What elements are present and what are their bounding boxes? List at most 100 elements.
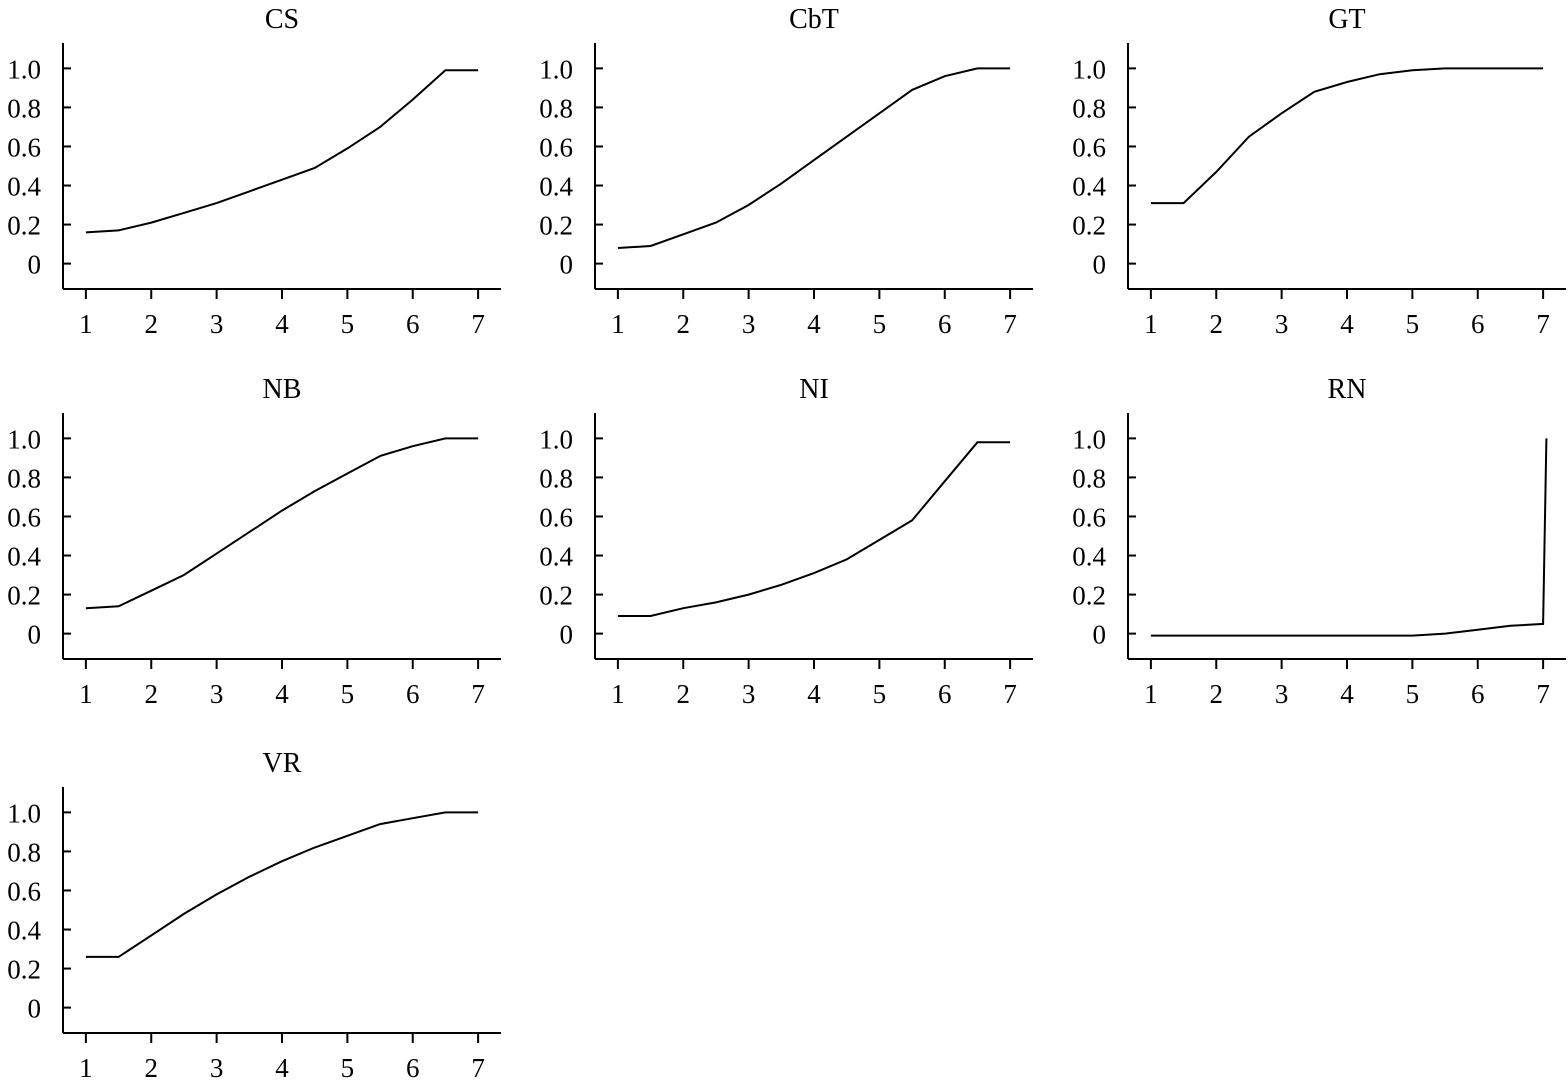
x-tick-label: 6 <box>1471 679 1485 709</box>
panel-title: CbT <box>789 4 839 35</box>
y-tick-label: 0.6 <box>539 132 573 162</box>
x-tick-label: 5 <box>873 679 887 709</box>
y-tick-label: 0.6 <box>1072 502 1106 532</box>
x-tick-label: 2 <box>145 679 159 709</box>
y-tick-label: 0.8 <box>7 837 41 867</box>
x-tick-label: 6 <box>406 679 420 709</box>
x-tick-label: 4 <box>807 309 821 339</box>
x-tick-label: 6 <box>406 309 420 339</box>
y-tick-label: 0.4 <box>539 542 573 572</box>
y-tick-label: 0.8 <box>539 463 573 493</box>
x-tick-label: 2 <box>677 309 691 339</box>
y-tick-label: 0 <box>28 250 42 280</box>
x-tick-label: 4 <box>275 309 289 339</box>
x-tick-label: 4 <box>275 1053 289 1083</box>
y-tick-label: 0.8 <box>539 93 573 123</box>
panel-nb: NB 0 0.2 0.4 0.6 0.8 1.0 1 2 3 4 5 6 7 <box>7 374 501 709</box>
x-tick-label: 6 <box>1471 309 1485 339</box>
x-tick-label: 2 <box>1210 309 1224 339</box>
x-tick-label: 2 <box>145 1053 159 1083</box>
x-tick-label: 4 <box>1340 309 1354 339</box>
x-tick-label: 1 <box>1144 679 1158 709</box>
x-tick-label: 3 <box>210 1053 224 1083</box>
x-tick-label: 7 <box>471 1053 485 1083</box>
series-line <box>1150 438 1548 637</box>
x-tick-label: 4 <box>807 679 821 709</box>
panel-rn: RN 0 0.2 0.4 0.6 0.8 1.0 1 2 3 4 5 6 7 <box>1072 374 1566 709</box>
x-tick-label: 4 <box>275 679 289 709</box>
x-tick-label: 3 <box>742 679 756 709</box>
y-tick-label: 0.2 <box>539 211 573 241</box>
panel-title: NB <box>263 374 302 405</box>
y-tick-label: 1.0 <box>539 424 573 454</box>
y-tick-label: 0.6 <box>1072 132 1106 162</box>
y-tick-label: 0 <box>1093 620 1107 650</box>
x-tick-label: 3 <box>210 679 224 709</box>
y-tick-label: 1.0 <box>539 54 573 84</box>
x-tick-label: 5 <box>1406 309 1420 339</box>
y-tick-label: 1.0 <box>7 54 41 84</box>
y-tick-label: 0 <box>560 620 574 650</box>
y-tick-label: 0.2 <box>1072 211 1106 241</box>
y-tick-label: 0.6 <box>539 502 573 532</box>
y-tick-label: 0.2 <box>7 211 41 241</box>
x-tick-label: 7 <box>1003 309 1017 339</box>
x-tick-label: 5 <box>341 679 355 709</box>
x-tick-label: 1 <box>79 309 93 339</box>
y-tick-label: 1.0 <box>1072 54 1106 84</box>
y-tick-label: 0.2 <box>1072 581 1106 611</box>
y-tick-label: 0.8 <box>7 463 41 493</box>
x-tick-label: 7 <box>471 309 485 339</box>
series-line <box>1150 67 1544 205</box>
panel-cs: CS 0 0.2 0.4 0.6 0.8 1.0 1 2 3 4 5 6 7 <box>7 4 501 339</box>
panel-ni: NI 0 0.2 0.4 0.6 0.8 1.0 1 2 3 4 5 6 7 <box>539 374 1033 709</box>
y-tick-label: 0 <box>28 994 42 1024</box>
y-tick-label: 0.4 <box>7 916 41 946</box>
x-tick-label: 6 <box>406 1053 420 1083</box>
y-tick-label: 0.4 <box>7 172 41 202</box>
x-tick-label: 2 <box>1210 679 1224 709</box>
y-tick-label: 0.8 <box>1072 93 1106 123</box>
series-line <box>85 437 479 610</box>
panel-cbt: CbT 0 0.2 0.4 0.6 0.8 1.0 1 2 3 4 5 6 7 <box>539 4 1033 339</box>
x-tick-label: 1 <box>611 309 625 339</box>
panel-title: RN <box>1328 374 1367 405</box>
series-line <box>617 441 1011 617</box>
x-tick-label: 1 <box>79 679 93 709</box>
x-tick-label: 2 <box>677 679 691 709</box>
y-tick-label: 0.8 <box>1072 463 1106 493</box>
x-tick-label: 3 <box>742 309 756 339</box>
y-tick-label: 0.4 <box>1072 542 1106 572</box>
y-tick-label: 0.6 <box>7 876 41 906</box>
x-tick-label: 7 <box>471 679 485 709</box>
panel-title: VR <box>263 748 302 779</box>
y-tick-label: 0 <box>1093 250 1107 280</box>
y-tick-label: 0.8 <box>7 93 41 123</box>
y-tick-label: 0.4 <box>1072 172 1106 202</box>
y-tick-label: 1.0 <box>1072 424 1106 454</box>
x-tick-label: 1 <box>1144 309 1158 339</box>
y-tick-label: 1.0 <box>7 424 41 454</box>
x-tick-label: 1 <box>79 1053 93 1083</box>
y-tick-label: 0.2 <box>7 581 41 611</box>
y-tick-label: 0.6 <box>7 502 41 532</box>
x-tick-label: 5 <box>1406 679 1420 709</box>
x-tick-label: 3 <box>1275 309 1289 339</box>
x-tick-label: 3 <box>210 309 224 339</box>
x-tick-label: 7 <box>1536 679 1550 709</box>
x-tick-label: 7 <box>1536 309 1550 339</box>
panel-gt: GT 0 0.2 0.4 0.6 0.8 1.0 1 2 3 4 5 6 7 <box>1072 4 1566 339</box>
x-tick-label: 4 <box>1340 679 1354 709</box>
x-tick-label: 5 <box>873 309 887 339</box>
y-tick-label: 1.0 <box>7 798 41 828</box>
y-tick-label: 0.4 <box>539 172 573 202</box>
panel-vr: VR 0 0.2 0.4 0.6 0.8 1.0 1 2 3 4 5 6 7 <box>7 748 501 1083</box>
x-tick-label: 6 <box>938 679 952 709</box>
x-tick-label: 7 <box>1003 679 1017 709</box>
panel-title: GT <box>1328 4 1365 35</box>
x-tick-label: 6 <box>938 309 952 339</box>
y-tick-label: 0 <box>560 250 574 280</box>
y-tick-label: 0.2 <box>7 955 41 985</box>
y-tick-label: 0.4 <box>7 542 41 572</box>
